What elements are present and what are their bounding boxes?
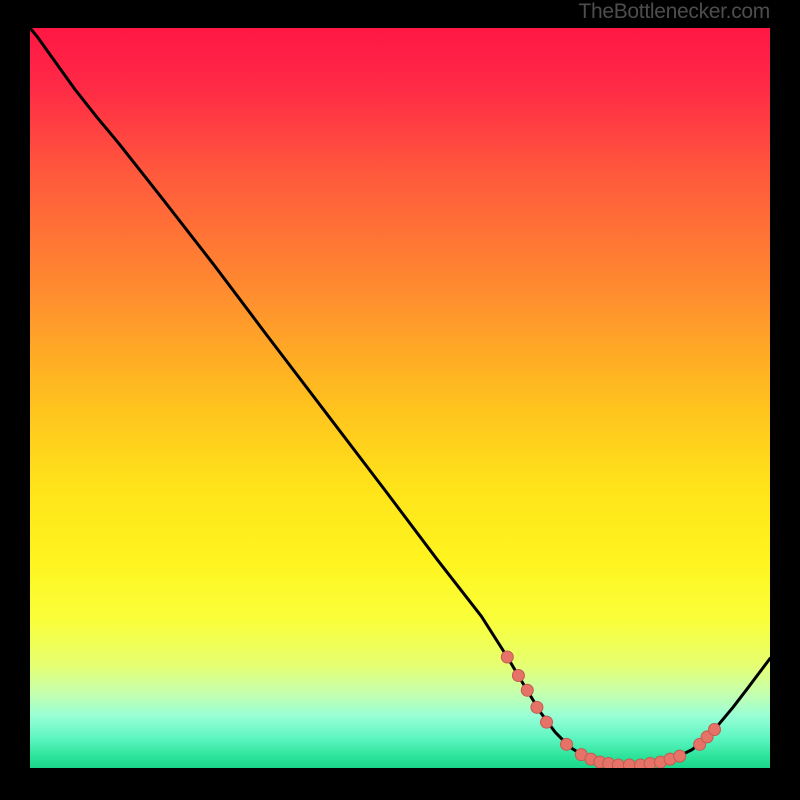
- data-marker: [623, 759, 635, 768]
- gradient-background: [30, 28, 770, 768]
- data-marker: [541, 716, 553, 728]
- data-marker: [521, 684, 533, 696]
- chart-stage: TheBottlenecker.com: [0, 0, 800, 800]
- data-marker: [531, 701, 543, 713]
- data-marker: [561, 738, 573, 750]
- plot-svg: [30, 28, 770, 768]
- data-marker: [674, 750, 686, 762]
- attribution-text: TheBottlenecker.com: [578, 0, 770, 24]
- data-marker: [512, 670, 524, 682]
- data-marker: [612, 759, 624, 768]
- data-marker: [709, 724, 721, 736]
- data-marker: [501, 651, 513, 663]
